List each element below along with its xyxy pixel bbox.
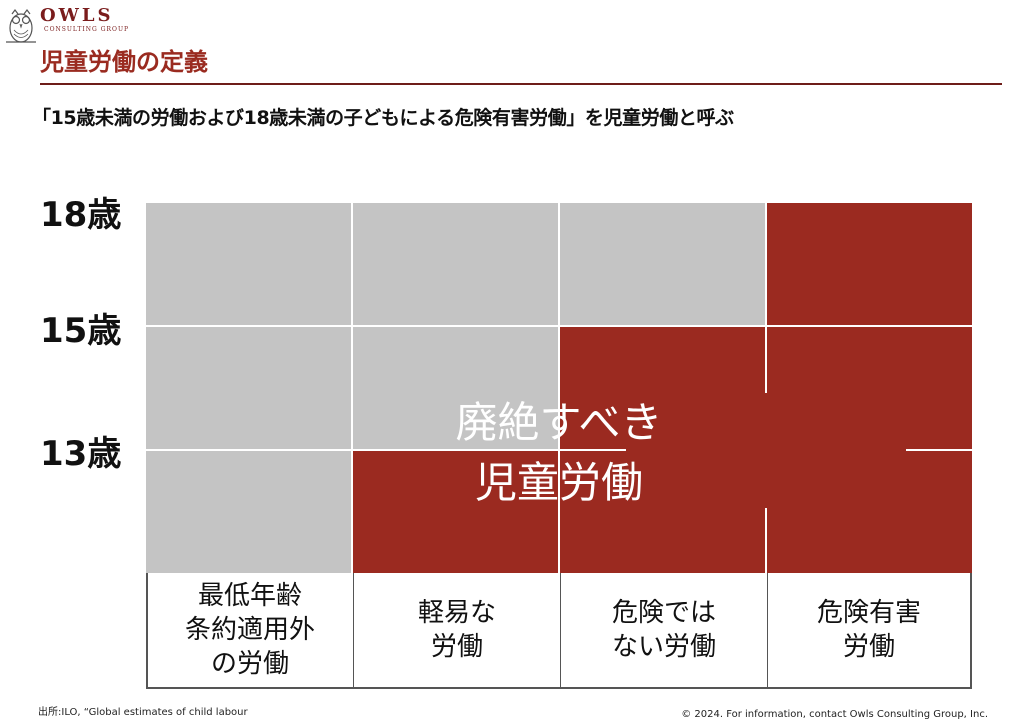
matrix-gridline (558, 203, 560, 573)
matrix-cell-child-labour (352, 450, 559, 573)
age-label-18: 18歳 (40, 195, 122, 235)
age-label-15: 15歳 (40, 311, 122, 351)
slide-title: 児童労働の定義 (40, 48, 208, 76)
matrix-cell-child-labour (766, 203, 972, 326)
column-label-text: 危険では ない労働 (611, 598, 716, 662)
matrix-cell-child-labour (559, 326, 766, 450)
matrix-cell-permitted (146, 203, 352, 326)
axis-divider (767, 573, 768, 687)
column-label-text: 危険有害 労働 (816, 598, 921, 662)
matrix-cell-permitted (352, 203, 559, 326)
column-label-text: 最低年齢 条約適用外 の労働 (184, 581, 315, 679)
axis-divider (353, 573, 354, 687)
column-label-3: 危険では ない労働 (561, 573, 767, 687)
title-rule (40, 83, 1002, 85)
child-labour-matrix: 廃絶すべき 児童労働 (146, 203, 972, 573)
axis-divider (560, 573, 561, 687)
matrix-cell-permitted (352, 326, 559, 450)
matrix-cell-child-labour (766, 326, 972, 450)
copyright-note: © 2024. For information, contact Owls Co… (681, 709, 988, 720)
age-label-13: 13歳 (40, 434, 122, 474)
matrix-cell-permitted (559, 203, 766, 326)
owl-icon (6, 9, 36, 43)
brand-name: OWLS (40, 5, 114, 26)
matrix-gridline (906, 449, 972, 451)
brand-tagline: CONSULTING GROUP (44, 26, 130, 33)
source-note: 出所:ILO, “Global estimates of child labou… (38, 707, 248, 718)
matrix-cell-child-labour (559, 450, 766, 573)
center-label-line2: 児童労働 (474, 458, 643, 507)
matrix-cell-permitted (146, 450, 352, 573)
work-type-axis: 最低年齢 条約適用外 の労働 軽易な 労働 危険では ない労働 危険有害 労働 (146, 573, 972, 689)
matrix-gridline (146, 449, 626, 451)
slide-subtitle: 「15歳未満の労働および18歳未満の子どもによる危険有害労働」を児童労働と呼ぶ (32, 107, 734, 129)
column-label-4: 危険有害 労働 (768, 573, 970, 687)
column-label-2: 軽易な 労働 (354, 573, 560, 687)
matrix-gridline (765, 508, 767, 573)
matrix-cell-child-labour (766, 450, 972, 573)
center-label-line1: 廃絶すべき (455, 398, 663, 447)
matrix-gridline (146, 325, 972, 327)
brand: OWLS CONSULTING GROUP (40, 6, 129, 34)
owl-logo (4, 4, 38, 44)
matrix-gridline (765, 203, 767, 393)
matrix-cell-permitted (146, 326, 352, 450)
matrix-gridline (351, 203, 353, 573)
column-label-1: 最低年齢 条約適用外 の労働 (148, 573, 352, 687)
column-label-text: 軽易な 労働 (417, 598, 496, 662)
